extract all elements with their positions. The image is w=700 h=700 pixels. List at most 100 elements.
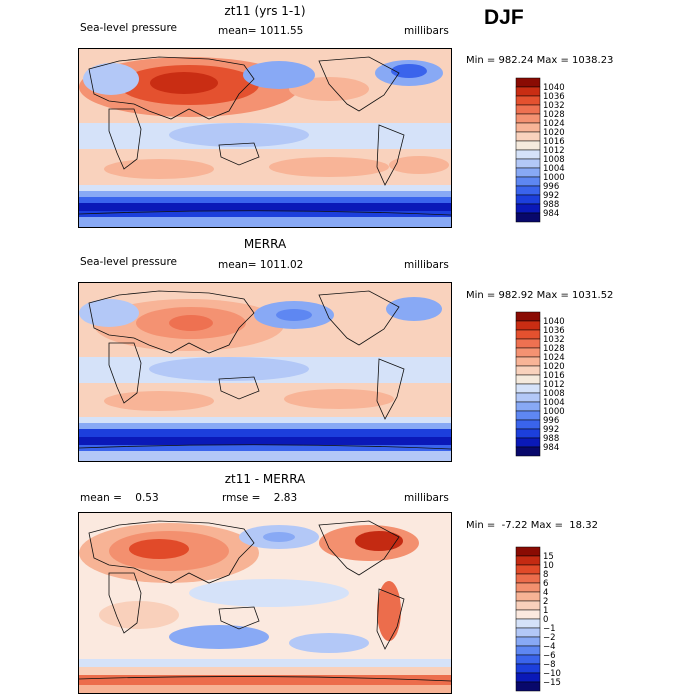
panel-diff-colorbar-box: [515, 627, 541, 638]
panel-diff-rmse-label: rmse = 2.83: [222, 492, 298, 504]
panel-model-colorbar-label: 1036: [543, 92, 565, 102]
panel-obs-colorbar-box: [515, 356, 541, 367]
panel-model-variable-label: Sea-level pressure: [80, 22, 178, 34]
panel-obs-colorbar-box: [515, 446, 541, 457]
panel-model-map: [78, 48, 452, 228]
panel-obs-colorbar-label: 1020: [543, 362, 565, 372]
panel-obs-colorbar-label: 1008: [543, 389, 565, 399]
panel-diff-title: zt11 - MERRA: [224, 472, 306, 486]
panel-obs-mean-label: mean= 1011.02: [218, 259, 304, 271]
panel-obs-colorbar-svg: 1040103610321028102410201016101210081004…: [515, 311, 565, 457]
panel-diff-colorbar-box: [515, 591, 541, 602]
panel-diff-colorbar-label: −10: [543, 669, 561, 679]
panel-diff-colorbar-label: −6: [543, 651, 556, 661]
panel-obs-colorbar-box: [515, 320, 541, 331]
panel-diff-colorbar-label: 6: [543, 579, 548, 589]
panel-model-colorbar-box: [515, 86, 541, 97]
panel-obs-map: [78, 282, 452, 462]
panel-diff-colorbar-label: 15: [543, 552, 554, 562]
panel-diff-colorbar: 15 10 8 6 4 2 1 0 −1 −2 −4 −6 −8 −10 −15: [514, 545, 574, 697]
panel-obs-colorbar: 1040 1036 1032 1028 1024 1020 1016 1012 1008 1004…: [514, 310, 574, 462]
panel-obs-colorbar-box: [515, 437, 541, 448]
panel-model-colorbar-label: 992: [543, 191, 559, 201]
panel-model-colorbar-label: 1012: [543, 146, 565, 156]
panel-model-colorbar-box: [515, 185, 541, 196]
panel-obs-colorbar-box: [515, 419, 541, 430]
panel-diff-colorbar-box: [515, 672, 541, 683]
panel-obs-colorbar-box: [515, 365, 541, 376]
panel-diff-colorbar-box: [515, 663, 541, 674]
panel-model-colorbar-box: [515, 158, 541, 169]
panel-obs-colorbar-box: [515, 410, 541, 421]
panel-model-colorbar-box: [515, 122, 541, 133]
panel-diff-colorbar-label: −1: [543, 624, 556, 634]
panel-obs-variable-label: Sea-level pressure: [80, 256, 178, 268]
panel-obs-colorbar-label: 1024: [543, 353, 565, 363]
panel-model-colorbar-svg: 1040103610321028102410201016101210081004…: [515, 77, 565, 223]
panel-diff-colorbar-label: −4: [543, 642, 556, 652]
panel-obs-colorbar-label: 1032: [543, 335, 565, 345]
panel-obs-colorbar-box: [515, 311, 541, 322]
panel-diff-colorbar-label: 2: [543, 597, 548, 607]
panel-model-colorbar-label: 996: [543, 182, 559, 192]
panel-diff-colorbar-box: [515, 546, 541, 557]
panel-obs-colorbar-label: 996: [543, 416, 559, 426]
panel-diff-colorbar-box: [515, 555, 541, 566]
panel-diff-colorbar-label: −2: [543, 633, 556, 643]
panel-obs-colorbar-label: 1028: [543, 344, 565, 354]
panel-obs-colorbar-box: [515, 347, 541, 358]
panel-model-colorbar-box: [515, 149, 541, 160]
panel-obs-title: MERRA: [243, 237, 287, 251]
season-label: DJF: [484, 6, 524, 29]
panel-obs-colorbar-box: [515, 428, 541, 439]
panel-diff-colorbar-box: [515, 645, 541, 656]
panel-diff-map-svg: [79, 513, 451, 693]
panel-diff-minmax: Min = -7.22 Max = 18.32: [466, 520, 598, 531]
panel-model-colorbar-label: 988: [543, 200, 559, 210]
panel-model-colorbar-label: 1000: [543, 173, 565, 183]
panel-model-title: zt11 (yrs 1-1): [224, 4, 306, 18]
panel-model-colorbar-box: [515, 203, 541, 214]
panel-model-colorbar-label: 984: [543, 209, 559, 219]
panel-diff-colorbar-label: −8: [543, 660, 556, 670]
panel-model-colorbar-label: 1040: [543, 83, 565, 93]
panel-diff-colorbar-box: [515, 564, 541, 575]
panel-diff-colorbar-label: 4: [543, 588, 548, 598]
panel-model-map-svg: [79, 49, 451, 227]
panel-model-minmax: Min = 982.24 Max = 1038.23: [466, 55, 614, 66]
panel-obs-colorbar-box: [515, 338, 541, 349]
panel-obs-colorbar-label: 1004: [543, 398, 565, 408]
panel-model-units-label: millibars: [404, 25, 449, 37]
panel-diff-colorbar-box: [515, 600, 541, 611]
panel-model-colorbar-box: [515, 113, 541, 124]
panel-model-colorbar-box: [515, 131, 541, 142]
panel-diff-colorbar-box: [515, 618, 541, 629]
panel-obs-colorbar-label: 1012: [543, 380, 565, 390]
panel-diff-colorbar-label: 10: [543, 561, 554, 571]
panel-model-colorbar-label: 1020: [543, 128, 565, 138]
panel-obs-colorbar-label: 1040: [543, 317, 565, 327]
panel-obs-colorbar-label: 992: [543, 425, 559, 435]
panel-model-colorbar-box: [515, 176, 541, 187]
panel-obs-colorbar-label: 1016: [543, 371, 565, 381]
panel-diff-colorbar-box: [515, 582, 541, 593]
panel-model-colorbar-box: [515, 194, 541, 205]
panel-model-colorbar-box: [515, 212, 541, 223]
panel-obs-colorbar-label: 988: [543, 434, 559, 444]
panel-diff-colorbar-box: [515, 636, 541, 647]
panel-obs-colorbar-box: [515, 392, 541, 403]
panel-model-colorbar-box: [515, 104, 541, 115]
panel-model-colorbar-label: 1032: [543, 101, 565, 111]
panel-diff-map: [78, 512, 452, 694]
panel-diff-mean-label: mean = 0.53: [80, 492, 159, 504]
panel-model-colorbar-box: [515, 77, 541, 88]
panel-obs-colorbar-label: 1036: [543, 326, 565, 336]
panel-diff-colorbar-label: 1: [543, 606, 548, 616]
panel-diff-colorbar-box: [515, 609, 541, 620]
panel-diff-colorbar-box: [515, 654, 541, 665]
panel-diff-colorbar-label: −15: [543, 678, 561, 688]
panel-obs-colorbar-label: 1000: [543, 407, 565, 417]
panel-model-colorbar-label: 1008: [543, 155, 565, 165]
panel-obs-colorbar-box: [515, 374, 541, 385]
